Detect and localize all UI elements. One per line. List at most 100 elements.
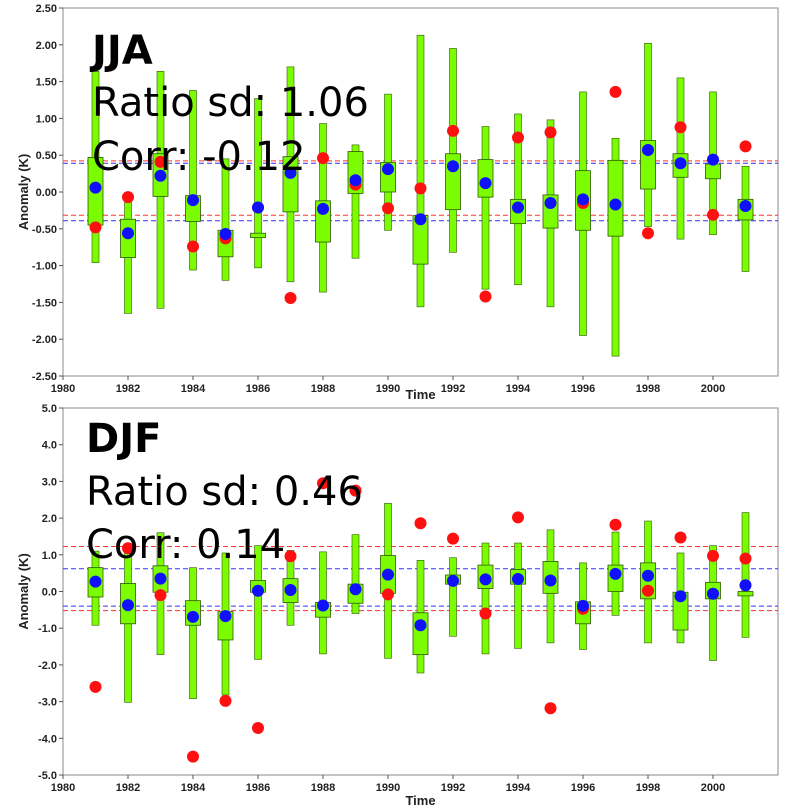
x-tick-label: 1984 (181, 383, 206, 395)
model-mean-point (219, 610, 232, 623)
observed-point (512, 511, 524, 524)
observed-point (89, 221, 102, 234)
model-mean-point (122, 227, 134, 240)
y-tick-label: 1.00 (36, 113, 57, 125)
y-tick-label: 2.00 (36, 40, 57, 52)
box-iqr (250, 232, 266, 239)
whisker-bar (189, 90, 197, 271)
model-mean-point (577, 599, 589, 612)
y-tick-label: -2.0 (38, 660, 57, 672)
model-mean-point (349, 174, 362, 187)
y-tick-label: -2.50 (32, 371, 57, 383)
x-tick-label: 1982 (116, 383, 140, 395)
model-mean-point (609, 567, 622, 580)
whisker-bar (611, 137, 620, 357)
x-tick-label: 1990 (376, 383, 400, 395)
y-tick-label: 4.0 (42, 440, 57, 452)
whisker-bar (709, 545, 717, 661)
observed-point (512, 131, 524, 144)
whisker-bar (449, 48, 457, 253)
observed-point (382, 588, 394, 601)
model-mean-point (187, 194, 199, 207)
x-tick-label: 2000 (701, 383, 725, 395)
x-tick-label: 1992 (441, 383, 465, 395)
observed-point (219, 694, 232, 707)
whisker-bar (644, 43, 652, 227)
y-tick-label: 0.0 (42, 587, 57, 599)
observed-point (122, 191, 134, 204)
observed-point (642, 584, 654, 597)
model-mean-point (414, 619, 427, 632)
x-tick-label: 1988 (311, 383, 335, 395)
observed-point (447, 532, 459, 545)
model-mean-point (674, 157, 687, 170)
observed-point (739, 552, 752, 565)
y-tick-label: -1.50 (32, 297, 57, 309)
model-mean-point (512, 573, 524, 586)
model-mean-point (609, 198, 622, 211)
season-label: DJF (86, 416, 161, 462)
observed-point (707, 208, 719, 221)
y-tick-label: 3.0 (42, 476, 57, 488)
model-mean-point (187, 610, 199, 623)
y-tick-label: 2.50 (36, 3, 57, 15)
observed-point (317, 152, 329, 165)
y-tick-label: 1.0 (42, 550, 57, 562)
whisker-bar (254, 545, 262, 660)
observed-point (609, 518, 622, 531)
model-mean-point (642, 569, 654, 582)
jja-chart: -2.50 -2.00 -1.50 -1.00 -0.50 0.00 0.50 1.00 1.5… (16, 3, 779, 402)
observed-point (154, 589, 167, 602)
whisker-bar (481, 542, 490, 655)
x-tick-label: 1980 (51, 782, 75, 794)
whisker-bar (416, 34, 425, 308)
model-mean-point (544, 574, 557, 587)
model-mean-point (739, 199, 752, 212)
y-tick-label: -0.50 (32, 224, 57, 236)
box-iqr (737, 591, 754, 597)
y-axis-label: Anomaly (K) (16, 154, 31, 231)
model-mean-point (512, 201, 524, 214)
observed-point (674, 121, 687, 134)
x-tick-label: 1998 (636, 782, 660, 794)
observed-point (739, 140, 752, 153)
observed-point (544, 126, 557, 139)
y-tick-label: -1.00 (32, 261, 57, 273)
y-tick-label: -4.0 (38, 733, 57, 745)
model-mean-point (349, 583, 362, 596)
observed-point (479, 290, 492, 303)
ratio-sd-annotation: Ratio sd: 0.46 (86, 469, 363, 515)
x-axis-label: Time (405, 387, 435, 402)
observed-point (609, 85, 622, 98)
observed-point (284, 550, 297, 563)
x-tick-label: 1998 (636, 383, 660, 395)
model-mean-point (317, 599, 329, 612)
box-iqr (607, 159, 624, 237)
model-mean-point (154, 572, 167, 585)
model-mean-point (577, 193, 589, 206)
model-mean-point (707, 153, 719, 166)
y-tick-label: 2.0 (42, 513, 57, 525)
whisker-bar (351, 534, 360, 614)
observed-point (89, 680, 102, 693)
whisker-bar (189, 567, 197, 699)
observed-point (122, 542, 134, 555)
model-mean-point (89, 181, 102, 194)
model-mean-point (544, 197, 557, 210)
model-mean-point (252, 584, 264, 597)
x-tick-label: 1994 (506, 383, 531, 395)
observed-point (349, 484, 362, 497)
observed-point (544, 702, 557, 715)
x-tick-label: 1990 (376, 782, 400, 794)
observed-point (642, 227, 654, 240)
box-iqr (705, 163, 721, 180)
x-axis-label: Time (405, 793, 435, 808)
observed-point (707, 549, 719, 562)
model-mean-point (479, 573, 492, 586)
djf-panel: -5.0 -4.0 -3.0 -2.0 -1.0 0.0 1.0 2.0 3.0 4.0 5.0 19… (0, 404, 791, 808)
observed-point (674, 531, 687, 544)
model-mean-point (414, 213, 427, 226)
x-tick-label: 1994 (506, 782, 531, 794)
model-mean-point (739, 579, 752, 592)
observed-point (154, 155, 167, 168)
